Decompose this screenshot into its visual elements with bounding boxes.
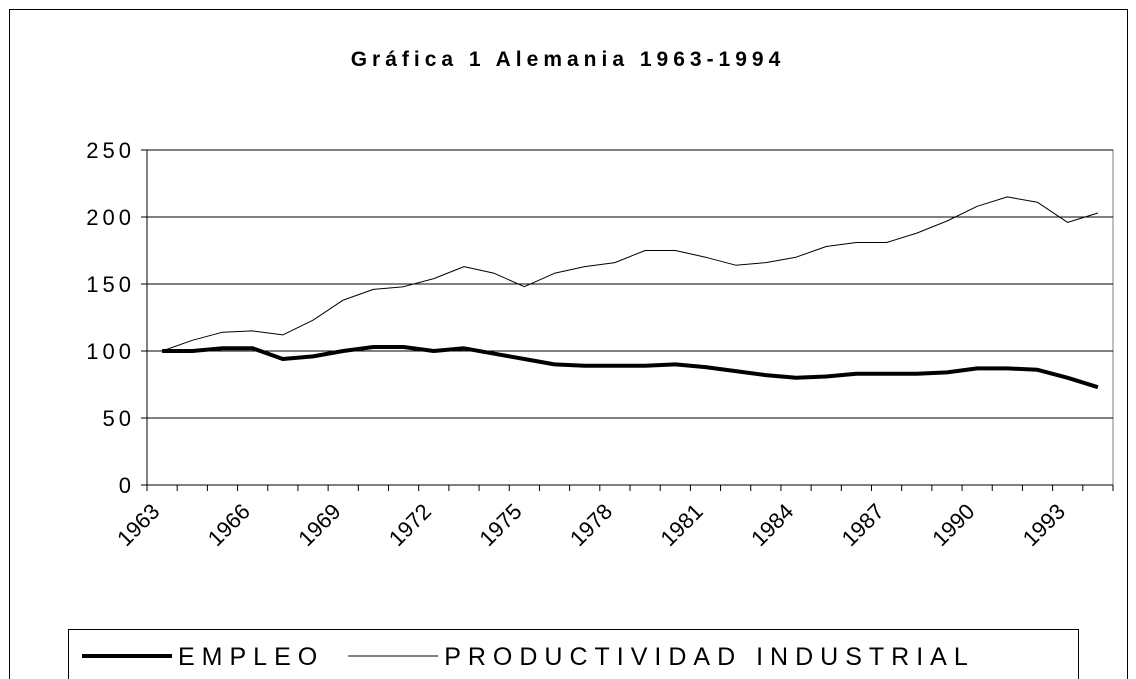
y-tick-label: 200 (86, 205, 135, 230)
y-tick-label: 50 (103, 406, 135, 431)
series-line (161, 196, 1099, 352)
y-tick-label: 0 (119, 473, 135, 498)
y-tick-label: 150 (86, 272, 135, 297)
legend-label: PRODUCTIVIDAD INDUSTRIAL (444, 643, 975, 671)
chart-title: Gráfica 1 Alemania 1963-1994 (351, 48, 786, 71)
y-tick-label: 250 (86, 138, 135, 163)
series-line (162, 345, 1099, 390)
legend: EMPLEO PRODUCTIVIDAD INDUSTRIAL (68, 629, 1079, 679)
plot-area (146, 149, 1114, 486)
legend-box (68, 629, 1079, 679)
y-tick-label: 100 (86, 339, 135, 364)
legend-label: EMPLEO (178, 643, 324, 671)
